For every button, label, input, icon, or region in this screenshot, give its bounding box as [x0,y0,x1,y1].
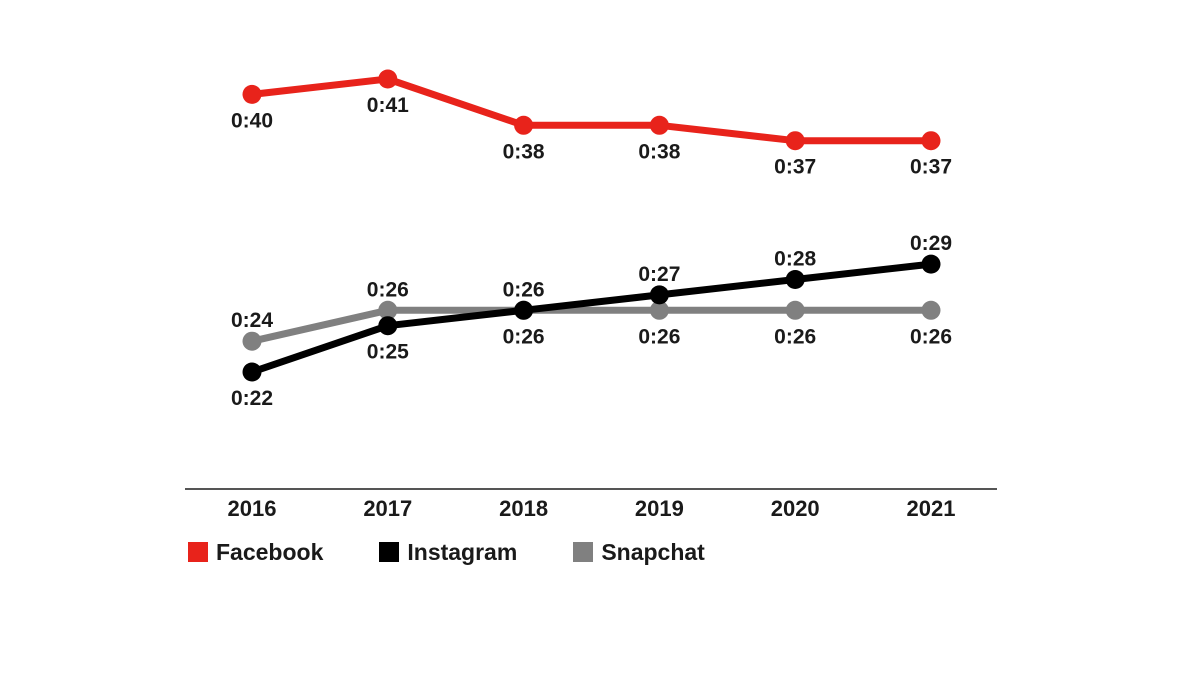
data-label-facebook: 0:41 [367,94,409,117]
data-point-facebook [514,115,534,135]
data-point-instagram [514,300,534,320]
data-label-snapchat: 0:26 [910,325,952,348]
x-tick-label: 2020 [771,496,820,521]
data-point-facebook [649,115,669,135]
data-point-instagram [785,270,805,289]
data-label-facebook: 0:40 [231,109,273,132]
data-label-snapchat: 0:26 [503,325,545,348]
legend-swatch-facebook [188,542,208,562]
data-point-snapchat [242,331,262,351]
legend-swatch-snapchat [573,542,594,562]
data-point-snapchat [785,300,805,320]
data-point-snapchat [649,300,669,320]
data-point-instagram [378,316,398,336]
legend: Facebook Instagram Snapchat [188,537,761,567]
x-tick-label: 2017 [363,496,412,521]
x-tick-label: 2021 [907,496,956,521]
data-point-facebook [785,131,805,151]
series-line-facebook [248,75,935,145]
data-label-facebook: 0:37 [910,156,952,179]
data-point-facebook [921,131,941,151]
data-point-snapchat [921,300,941,320]
series-facebook [242,69,941,151]
legend-item-instagram: Instagram [379,539,517,566]
x-axis-ticks: 2016 2017 2018 2019 2020 2021 [228,496,956,521]
data-label-snapchat: 0:26 [367,278,409,301]
legend-label-snapchat: Snapchat [601,538,705,565]
series-line-snapchat [248,306,935,345]
data-label-instagram: 0:25 [367,341,409,364]
legend-label-instagram: Instagram [407,538,518,565]
x-tick-label: 2019 [635,496,684,521]
data-label-facebook: 0:38 [638,140,680,163]
data-point-instagram [649,285,669,305]
series-line-instagram [248,260,935,376]
data-label-instagram: 0:22 [231,387,273,410]
data-label-snapchat: 0:26 [638,325,680,348]
data-label-snapchat: 0:26 [774,325,816,348]
data-label-facebook: 0:37 [774,156,816,179]
x-tick-label: 2018 [499,496,548,521]
data-label-instagram: 0:26 [503,278,545,301]
data-label-instagram: 0:27 [638,263,680,286]
data-point-facebook [378,69,398,89]
x-tick-label: 2016 [228,496,277,521]
data-label-snapchat: 0:24 [231,309,273,332]
data-label-instagram: 0:29 [910,232,952,255]
data-point-instagram [921,254,941,274]
data-label-facebook: 0:38 [503,140,545,163]
series-layer: 0:40 0:41 0:38 0:38 0:37 0:37 0:22 0:25 0:26 0:27… [231,69,952,410]
data-point-facebook [242,84,262,104]
data-point-instagram [242,362,262,382]
legend-swatch-instagram [379,542,400,562]
series-instagram [242,254,941,382]
data-label-instagram: 0:28 [774,248,816,271]
legend-item-facebook: Facebook [188,539,323,566]
data-point-snapchat [378,300,398,320]
legend-label-facebook: Facebook [216,538,324,565]
legend-item-snapchat: Snapchat [573,539,705,566]
